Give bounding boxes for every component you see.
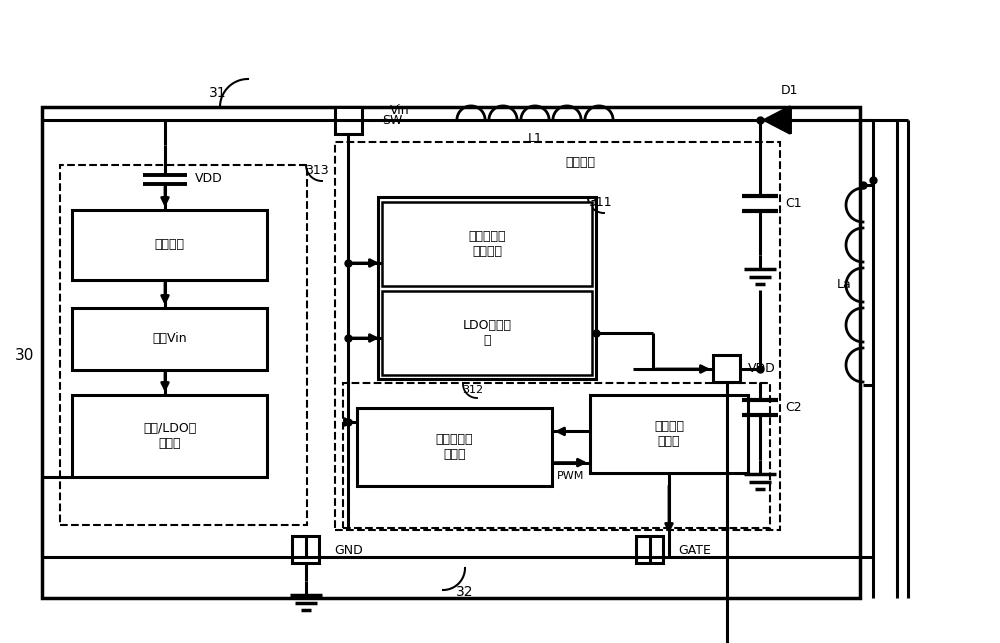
Text: 恒定占空比
升压控制: 恒定占空比 升压控制 bbox=[468, 230, 506, 258]
Bar bbox=[72, 210, 267, 280]
Text: 32: 32 bbox=[456, 585, 474, 599]
Bar bbox=[382, 202, 592, 286]
Text: 功率管驱
动电路: 功率管驱 动电路 bbox=[654, 420, 684, 448]
Text: D1: D1 bbox=[781, 84, 799, 96]
Bar bbox=[335, 142, 780, 530]
Bar bbox=[378, 197, 596, 379]
Bar bbox=[72, 308, 267, 370]
Text: 313: 313 bbox=[305, 163, 329, 176]
Text: LDO供电控
制: LDO供电控 制 bbox=[462, 319, 512, 347]
Text: 31: 31 bbox=[209, 86, 227, 100]
Bar bbox=[42, 107, 860, 598]
Bar bbox=[713, 355, 740, 382]
Bar bbox=[335, 107, 362, 134]
Text: 控制芯片: 控制芯片 bbox=[565, 156, 595, 168]
Text: GATE: GATE bbox=[678, 543, 711, 556]
Bar bbox=[292, 536, 319, 563]
Polygon shape bbox=[763, 106, 790, 134]
Text: VDD: VDD bbox=[195, 172, 223, 185]
Text: 311: 311 bbox=[588, 197, 612, 210]
Text: 开关/LDO切
换控制: 开关/LDO切 换控制 bbox=[143, 422, 196, 450]
Text: La: La bbox=[837, 278, 851, 291]
Text: VDD: VDD bbox=[748, 363, 776, 376]
Text: 芯片内部控
制电路: 芯片内部控 制电路 bbox=[436, 433, 473, 461]
Text: 电压检测: 电压检测 bbox=[154, 239, 184, 251]
Text: 计算Vin: 计算Vin bbox=[152, 332, 187, 345]
Text: SW: SW bbox=[382, 114, 402, 127]
Text: L1: L1 bbox=[528, 132, 542, 145]
Text: C2: C2 bbox=[785, 401, 802, 414]
Text: 30: 30 bbox=[15, 347, 35, 363]
Bar bbox=[343, 383, 770, 528]
Bar bbox=[357, 408, 552, 486]
Bar bbox=[590, 395, 748, 473]
Text: 312: 312 bbox=[462, 385, 484, 395]
Bar bbox=[382, 291, 592, 375]
Text: C1: C1 bbox=[785, 197, 802, 210]
Bar bbox=[72, 395, 267, 477]
Text: GND: GND bbox=[334, 543, 363, 556]
Bar bbox=[60, 165, 307, 525]
Bar bbox=[636, 536, 663, 563]
Text: Vin: Vin bbox=[390, 104, 410, 116]
Text: PWM: PWM bbox=[557, 471, 585, 480]
